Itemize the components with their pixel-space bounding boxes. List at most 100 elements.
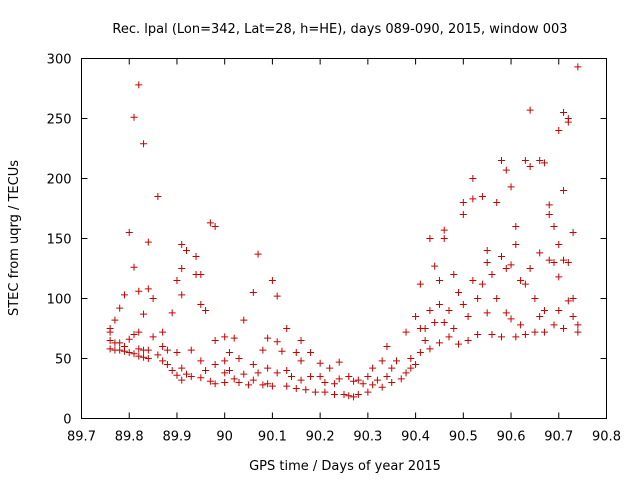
data-point: [173, 349, 181, 356]
data-point: [144, 355, 152, 362]
data-point: [469, 277, 477, 284]
data-point: [144, 346, 152, 354]
data-point: [536, 249, 544, 257]
data-point: [197, 374, 205, 382]
data-point: [116, 339, 124, 347]
data-point: [178, 241, 186, 248]
data-point: [550, 223, 558, 230]
data-point: [249, 376, 257, 384]
data-point: [254, 369, 262, 377]
data-point: [560, 187, 568, 194]
data-point: [478, 193, 486, 200]
data-point: [307, 373, 315, 380]
data-point: [206, 377, 214, 385]
data-point: [412, 361, 420, 368]
data-point: [197, 271, 205, 278]
data-point: [259, 346, 267, 354]
data-point: [330, 380, 338, 388]
data-point: [154, 351, 162, 359]
data-point: [560, 325, 568, 332]
data-point: [187, 346, 195, 354]
data-point: [512, 223, 520, 230]
data-point: [540, 307, 548, 314]
data-point: [545, 256, 553, 264]
data-point: [249, 289, 257, 296]
x-tick-label: 90.3: [353, 430, 382, 445]
data-point: [498, 333, 505, 341]
data-point: [555, 127, 563, 134]
y-tick-label: 50: [55, 353, 72, 368]
data-point: [507, 183, 515, 191]
data-point: [464, 313, 472, 320]
data-point: [517, 321, 525, 329]
data-point: [455, 340, 463, 348]
data-point: [369, 364, 377, 372]
data-point: [440, 319, 448, 326]
data-point: [450, 325, 458, 332]
data-point: [240, 370, 248, 378]
data-point: [197, 301, 205, 308]
data-point: [125, 335, 133, 343]
data-point: [526, 265, 534, 272]
data-point: [407, 364, 415, 372]
data-point: [545, 211, 553, 218]
data-point: [144, 285, 152, 293]
data-point: [574, 328, 582, 336]
data-point: [335, 358, 343, 366]
data-point: [221, 333, 229, 341]
data-point: [316, 373, 324, 380]
data-point: [230, 334, 238, 342]
data-point: [264, 334, 272, 342]
data-point: [135, 345, 143, 353]
data-point: [135, 287, 143, 295]
data-point: [574, 63, 582, 71]
data-point: [435, 277, 443, 284]
data-point: [149, 295, 157, 302]
data-point: [450, 271, 458, 278]
data-point: [307, 349, 315, 356]
data-point: [116, 346, 124, 354]
data-point: [440, 226, 448, 234]
data-point: [378, 383, 386, 391]
data-point: [235, 379, 243, 386]
data-point: [459, 199, 467, 206]
data-point: [211, 223, 219, 230]
data-point: [560, 109, 568, 116]
data-point: [335, 375, 343, 383]
data-point: [168, 367, 176, 374]
data-point: [560, 256, 568, 264]
data-point: [254, 250, 262, 258]
x-tick-label: 90.5: [449, 430, 478, 445]
data-point: [192, 253, 200, 260]
y-tick-label: 150: [47, 233, 72, 248]
data-point: [416, 349, 424, 356]
data-point: [388, 364, 396, 372]
data-point: [445, 333, 453, 341]
data-point: [350, 377, 358, 385]
y-tick-label: 200: [47, 173, 72, 188]
data-point: [383, 373, 391, 380]
data-point: [316, 359, 324, 367]
data-point: [211, 380, 219, 388]
data-point: [173, 277, 181, 284]
data-point: [135, 328, 143, 336]
chart-title: Rec. lpal (Lon=342, Lat=28, h=HE), days …: [112, 22, 567, 37]
axis-ticks: 89.7 89.8 89.9 90 90.1 90.2 90.3 90.4 90.5 90.6 90…: [47, 53, 621, 445]
y-axis-label: STEC from uqrg / TECUs: [7, 160, 22, 316]
data-point: [397, 375, 405, 383]
x-tick-label: 90.4: [401, 430, 430, 445]
x-tick-label: 90.8: [592, 430, 621, 445]
y-tick-label: 300: [47, 53, 72, 68]
data-point: [340, 391, 348, 398]
data-point: [321, 388, 329, 396]
data-point: [421, 325, 429, 332]
data-point: [493, 295, 501, 302]
data-point: [345, 373, 353, 380]
data-point: [230, 375, 238, 383]
data-point: [507, 315, 515, 323]
data-point: [569, 313, 577, 320]
data-point: [292, 349, 300, 356]
data-point: [478, 280, 486, 288]
data-point: [178, 376, 186, 384]
data-point: [498, 157, 505, 164]
